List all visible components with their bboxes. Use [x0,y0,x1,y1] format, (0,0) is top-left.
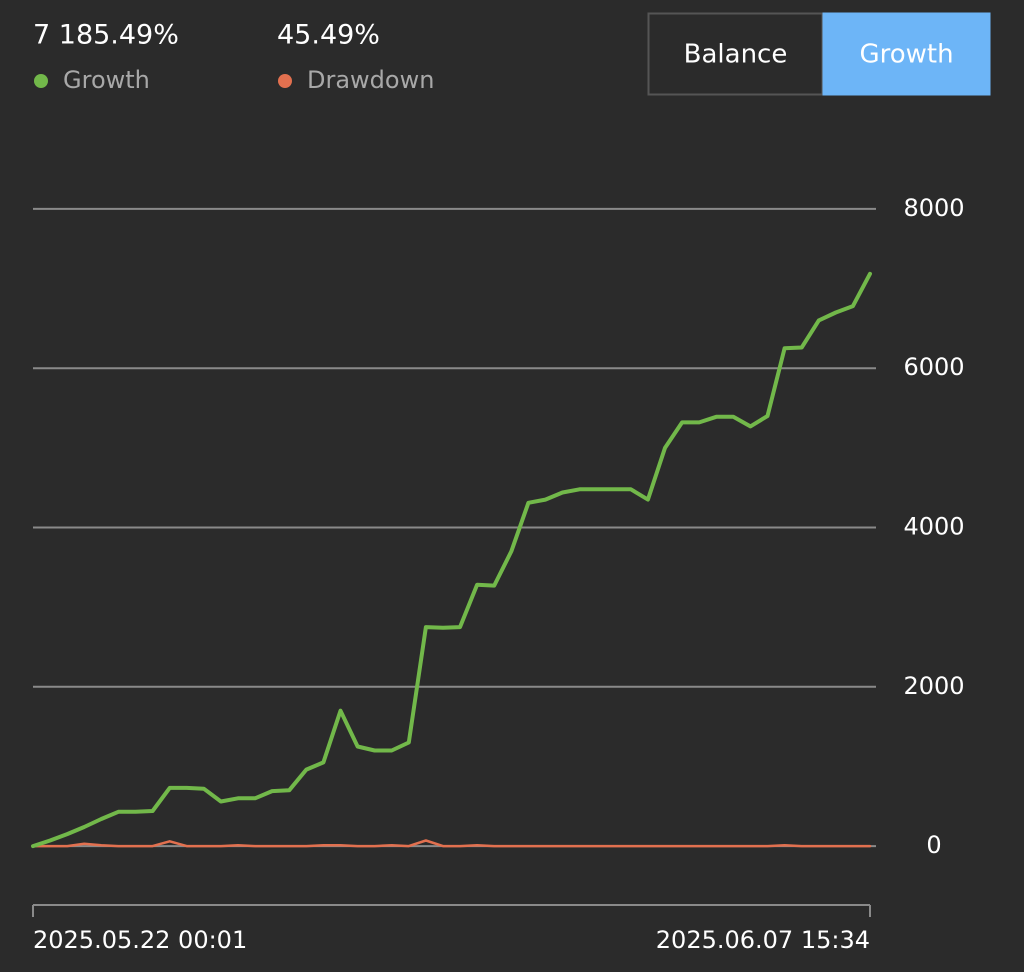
legend-value: 45.49% [277,20,380,51]
legend-value: 7 185.49% [33,20,179,51]
toggle-button[interactable] [822,12,991,96]
toggle-label[interactable]: Growth [859,40,953,70]
y-tick-label: 2000 [903,672,964,700]
y-tick-label: 4000 [903,513,964,541]
toggle-label[interactable]: Balance [684,40,788,70]
legend-dot [34,74,48,88]
series-line [31,271,872,849]
y-tick-label: 6000 [903,353,964,381]
legend-label: Drawdown [307,66,434,94]
series-line [31,839,872,848]
legend-dot [278,74,292,88]
toggle-button[interactable] [647,12,824,96]
legend-label: Growth [63,66,150,94]
x-tick-label: 2025.05.22 00:01 [33,926,247,954]
y-tick-label: 0 [926,831,941,859]
x-tick-label: 2025.06.07 15:34 [656,926,870,954]
y-tick-label: 8000 [903,194,964,222]
